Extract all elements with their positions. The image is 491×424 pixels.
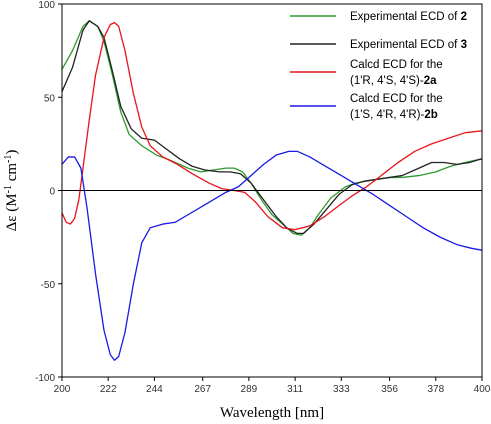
x-tick-label: 333 bbox=[333, 384, 350, 395]
x-tick-label: 267 bbox=[194, 384, 211, 395]
x-tick-label: 244 bbox=[146, 384, 163, 395]
y-axis-title-part: ) bbox=[4, 150, 20, 155]
legend-label-1: Experimental ECD of 2 bbox=[350, 11, 467, 23]
legend-label-4: Calcd ECD for the bbox=[350, 93, 443, 105]
y-tick-label: 100 bbox=[38, 0, 55, 11]
y-tick-label: -100 bbox=[35, 373, 55, 384]
y-axis-title-part: Δε (M bbox=[4, 193, 20, 231]
series-line-2 bbox=[61, 20, 483, 235]
legend-label-3: Calcd ECD for the bbox=[350, 59, 443, 71]
axes bbox=[58, 3, 483, 381]
x-tick-label: 311 bbox=[287, 384, 303, 395]
series-line-4 bbox=[61, 150, 483, 361]
legend-label-3: (1'R, 4'S, 4'S)-2a bbox=[350, 75, 437, 87]
x-tick-label: 200 bbox=[54, 384, 71, 395]
legend-label-4: (1'S, 4'R, 4'R)-2b bbox=[350, 109, 438, 121]
legend-label-2: Experimental ECD of 3 bbox=[350, 39, 467, 51]
x-tick-label: 289 bbox=[241, 384, 258, 395]
x-tick-label: 400 bbox=[474, 384, 491, 395]
y-axis-title-superscript: -1 bbox=[3, 155, 14, 163]
tick-labels: 200 222 244 267 289 311 333 356 378 400 100 50 0 -50 -… bbox=[35, 0, 491, 395]
x-tick-label: 222 bbox=[100, 384, 117, 395]
legend: Experimental ECD of 2 Experimental ECD of… bbox=[290, 11, 467, 121]
plot-area bbox=[61, 20, 483, 361]
y-tick-label: 50 bbox=[44, 93, 56, 104]
y-axis-title-superscript: -1 bbox=[3, 185, 14, 193]
y-tick-label: -50 bbox=[41, 280, 56, 291]
x-axis-title: Wavelength [nm] bbox=[220, 405, 324, 421]
x-tick-label: 356 bbox=[381, 384, 398, 395]
x-tick-label: 378 bbox=[427, 384, 444, 395]
series-line-3 bbox=[61, 22, 483, 231]
y-tick-label: 0 bbox=[49, 187, 55, 198]
y-axis-title: Δε (M-1 cm-1) bbox=[3, 150, 20, 232]
y-axis-title-part: cm bbox=[4, 163, 20, 185]
